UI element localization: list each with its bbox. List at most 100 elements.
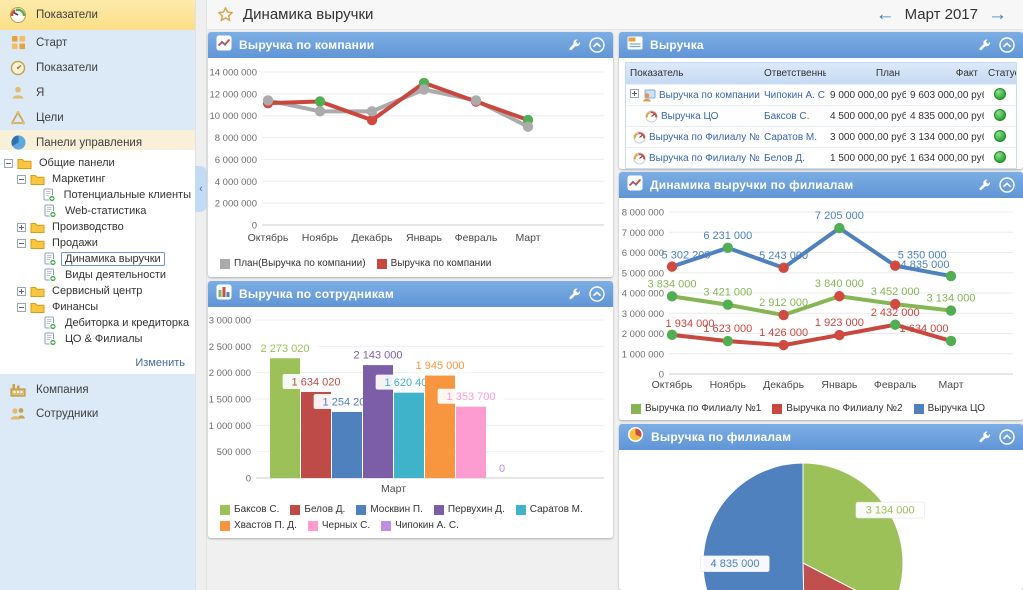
svg-text:Декабрь: Декабрь [352,232,393,244]
responsible-link[interactable]: Чипокин А. С. [764,89,826,101]
sidebar-item-person[interactable]: Я [0,80,195,105]
wrench-icon[interactable] [977,430,992,445]
doc-icon [42,268,58,282]
sidebar-item-people[interactable]: Сотрудники [0,402,195,426]
indicator-link[interactable]: Выручка ЦО [661,110,719,122]
legend-label: Баксов С. [234,504,280,515]
svg-text:12 000 000: 12 000 000 [209,89,257,100]
collapse-icon[interactable] [589,286,605,302]
col-fact: Факт [955,68,978,79]
panel-header: Выручка по сотрудникам [208,281,613,307]
tree-expander-spacer [30,255,39,264]
legend-item: Выручка по Филиалу №1 [631,403,761,414]
legend-item: Первухин Д. [433,504,505,515]
tree-item[interactable]: Потенциальные клиенты [0,187,195,203]
indicator-link[interactable]: Выручка по Филиалу №2 [649,152,760,164]
next-month-arrow[interactable]: → [988,4,1007,25]
tree-expander-minus[interactable] [17,302,26,312]
svg-text:500 000: 500 000 [217,447,251,458]
responsible-link[interactable]: Саратов М. [764,131,818,143]
sidebar-item-label: Я [36,86,45,99]
svg-text:Январь: Январь [821,379,858,391]
tree-item[interactable]: Финансы [0,299,195,315]
status-badge [994,108,1006,121]
collapse-icon[interactable] [999,37,1015,53]
svg-text:5 302 200: 5 302 200 [662,250,711,262]
tree-item-label: Продажи [52,237,98,249]
bar-chart-icon [216,284,232,305]
tree-item-label: Производство [52,221,124,233]
panel-title: Выручка по сотрудникам [239,287,394,301]
wrench-icon[interactable] [977,178,992,193]
svg-text:6 000 000: 6 000 000 [622,248,664,259]
panel-branch-dynamics: Динамика выручки по филиалам 0 1 000 000 2… [619,172,1023,420]
collapse-icon[interactable] [999,429,1015,445]
folder-icon [29,221,45,234]
responsible-link[interactable]: Белов Д. [764,152,805,164]
tree-expander-minus[interactable] [4,158,13,168]
line-chart-icon [216,35,232,56]
folder-icon [29,301,45,314]
table-row[interactable]: Выручка по Филиалу №2 Белов Д. 1 500 000,0… [626,147,1016,168]
pie-icon [8,134,28,151]
tree-item[interactable]: Общие панели [0,155,195,171]
favorite-star-icon[interactable] [217,6,234,23]
page-title: Динамика выручки [243,6,374,23]
tree-expander-minus[interactable] [17,174,26,184]
folder-icon [29,173,45,186]
svg-text:5 243 000: 5 243 000 [759,250,808,262]
sidebar-item-goal[interactable]: Цели [0,105,195,130]
legend-swatch [631,403,641,414]
tree-item[interactable]: Продажи [0,235,195,251]
svg-text:1 000 000: 1 000 000 [622,349,664,360]
table-row[interactable]: Выручка по Филиалу №1 Саратов М. 3 000 000… [626,126,1016,147]
tree-item[interactable]: Динамика выручки [0,251,195,267]
col-indicator: Показатель [630,68,684,79]
tree-item[interactable]: Производство [0,219,195,235]
panel-header: Динамика выручки по филиалам [619,172,1023,198]
status-badge [994,150,1006,163]
doc-icon [42,316,58,330]
tree-item[interactable]: Сервисный центр [0,283,195,299]
tree-expander-plus[interactable] [17,222,26,232]
gauge2-icon [8,60,28,76]
fact-value: 4 835 000,00 руб. [910,110,984,122]
svg-text:3 421 000: 3 421 000 [703,287,752,299]
tree-item[interactable]: Web-статистика [0,203,195,219]
wrench-icon[interactable] [977,38,992,53]
plan-value: 3 000 000,00 руб. [830,131,906,143]
row-expander-plus[interactable] [630,89,639,101]
sidebar-collapse-handle[interactable]: ‹ [195,166,207,212]
sidebar-splitter[interactable] [195,0,207,590]
tree-expander-plus[interactable] [17,286,26,296]
wrench-icon[interactable] [567,38,582,53]
responsible-link[interactable]: Баксов С. [764,110,810,122]
table-row[interactable]: Выручка ЦО Баксов С. 4 500 000,00 руб. 4 83… [626,105,1016,126]
tree-item[interactable]: Дебиторка и кредиторка [0,315,195,331]
wrench-icon[interactable] [567,287,582,302]
svg-text:4 000 000: 4 000 000 [215,177,257,188]
sidebar-item-grid[interactable]: Старт [0,30,195,55]
tree-item[interactable]: Маркетинг [0,171,195,187]
tree-expander-minus[interactable] [17,238,26,248]
svg-text:6 000 000: 6 000 000 [215,155,257,166]
legend-label: Выручка по Филиалу №1 [645,403,762,414]
legend-swatch [433,504,444,515]
tree-expander-spacer [30,319,39,328]
folder-icon [16,157,32,170]
edit-link[interactable]: Изменить [135,357,185,369]
prev-month-arrow[interactable]: ← [875,4,895,25]
sidebar-item-factory[interactable]: Компания [0,378,195,402]
sidebar-item-gauge[interactable]: Показатели [0,0,195,30]
sidebar-item-gauge2[interactable]: Показатели [0,55,195,80]
table-row[interactable]: Выручка по компании Чипокин А. С. 9 000 00… [626,84,1016,105]
tree-item[interactable]: ЦО & Филиалы [0,331,195,347]
chart-legend: План(Выручка по компании) Выручка по комп… [220,258,491,269]
tree-item[interactable]: Виды деятельности [0,267,195,283]
period-label: Март 2017 [904,6,978,23]
legend-label: Выручка ЦО [927,403,985,414]
indicator-link[interactable]: Выручка по Филиалу №1 [649,131,760,143]
collapse-icon[interactable] [999,177,1015,193]
collapse-icon[interactable] [589,37,605,53]
indicator-link[interactable]: Выручка по компании [659,89,760,101]
